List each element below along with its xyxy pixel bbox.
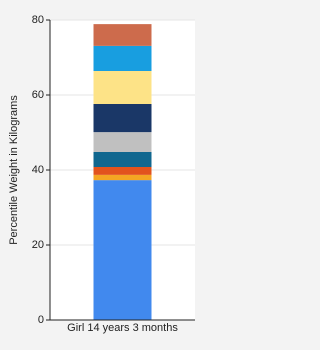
y-tick-label: 80 (32, 14, 44, 26)
y-tick-label: 0 (38, 314, 44, 326)
y-tick-label: 40 (32, 164, 44, 176)
bar-segment (93, 167, 152, 175)
bar-segment (93, 45, 152, 71)
y-axis-label: Percentile Weight in Kilograms (8, 95, 20, 245)
bar-segment (93, 132, 152, 152)
bar-segment (93, 104, 152, 133)
bar-segment (93, 71, 152, 104)
x-tick-label: Girl 14 years 3 months (67, 322, 178, 334)
y-tick-label: 60 (32, 89, 44, 101)
chart: Percentile Weight in Kilograms 0 20 40 60 80… (8, 14, 195, 334)
bar-segment (93, 180, 152, 320)
bar-segment (93, 152, 152, 167)
bar-segment (93, 24, 152, 46)
y-tick-label: 20 (32, 239, 44, 251)
bar-segment (93, 174, 152, 181)
